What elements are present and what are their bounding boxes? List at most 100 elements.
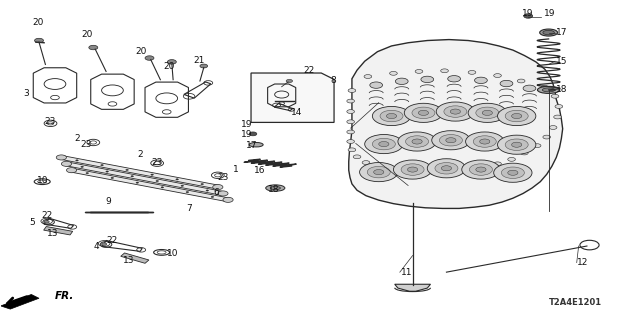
Circle shape (379, 141, 389, 147)
Text: 1: 1 (233, 165, 239, 174)
Circle shape (347, 130, 355, 134)
Polygon shape (65, 162, 224, 195)
Text: 13: 13 (47, 229, 59, 238)
Polygon shape (251, 73, 334, 123)
Circle shape (111, 177, 113, 179)
Text: 4: 4 (93, 242, 99, 251)
Polygon shape (121, 253, 149, 263)
Text: 8: 8 (330, 76, 335, 85)
Circle shape (493, 163, 532, 182)
Circle shape (156, 180, 159, 182)
Circle shape (286, 79, 292, 83)
Circle shape (412, 139, 422, 144)
Circle shape (440, 134, 463, 146)
Circle shape (520, 151, 528, 155)
Circle shape (497, 135, 536, 154)
Text: 22: 22 (41, 211, 52, 220)
Circle shape (406, 136, 429, 147)
Circle shape (442, 166, 452, 171)
Text: 14: 14 (291, 108, 302, 117)
Circle shape (415, 69, 423, 73)
Circle shape (555, 105, 563, 108)
Circle shape (473, 136, 496, 147)
Circle shape (364, 75, 372, 78)
Text: 7: 7 (186, 204, 192, 213)
Circle shape (435, 163, 458, 174)
Circle shape (201, 183, 204, 185)
Circle shape (517, 79, 525, 83)
Circle shape (200, 64, 207, 68)
Polygon shape (44, 227, 73, 235)
Text: 15: 15 (556, 57, 567, 66)
Text: 21: 21 (193, 56, 204, 65)
Circle shape (543, 135, 550, 139)
Circle shape (380, 110, 403, 122)
Circle shape (398, 132, 436, 151)
Polygon shape (395, 284, 431, 291)
Circle shape (347, 140, 355, 143)
Text: 20: 20 (81, 30, 93, 39)
Circle shape (441, 69, 449, 73)
Circle shape (145, 56, 154, 60)
Circle shape (430, 171, 438, 175)
Circle shape (511, 114, 522, 119)
Text: 23: 23 (80, 140, 92, 149)
Text: 2: 2 (137, 150, 143, 159)
Circle shape (151, 174, 154, 175)
Circle shape (408, 167, 418, 172)
Circle shape (428, 159, 466, 178)
Text: 22: 22 (303, 66, 314, 75)
Ellipse shape (542, 88, 555, 92)
Text: 16: 16 (253, 166, 265, 175)
Text: 13: 13 (123, 256, 134, 265)
Circle shape (168, 60, 176, 64)
Circle shape (432, 131, 470, 150)
Text: 2: 2 (74, 134, 80, 143)
Circle shape (35, 38, 44, 43)
Text: 5: 5 (29, 218, 35, 227)
Circle shape (508, 170, 518, 175)
Circle shape (106, 171, 108, 172)
Circle shape (511, 142, 522, 147)
Text: 10: 10 (36, 176, 48, 185)
Text: 6: 6 (214, 188, 220, 197)
Text: 18: 18 (556, 85, 567, 94)
Circle shape (412, 170, 420, 174)
Text: 18: 18 (268, 185, 280, 194)
Circle shape (347, 120, 355, 124)
Text: 12: 12 (577, 258, 589, 267)
Circle shape (508, 157, 515, 161)
Circle shape (181, 185, 184, 186)
Ellipse shape (538, 86, 560, 93)
Circle shape (370, 82, 383, 88)
Circle shape (549, 125, 557, 129)
Circle shape (56, 155, 67, 160)
Circle shape (396, 78, 408, 84)
Circle shape (541, 85, 548, 89)
Circle shape (51, 95, 60, 100)
Circle shape (126, 169, 129, 171)
Text: 20: 20 (32, 19, 44, 28)
Ellipse shape (540, 29, 557, 36)
Circle shape (468, 70, 476, 74)
Circle shape (372, 107, 411, 125)
Circle shape (468, 103, 506, 123)
Circle shape (44, 220, 49, 223)
Circle shape (479, 139, 490, 144)
Ellipse shape (270, 187, 280, 190)
Circle shape (186, 191, 189, 193)
Circle shape (551, 94, 559, 98)
Text: 9: 9 (105, 197, 111, 206)
Circle shape (67, 168, 77, 173)
Circle shape (476, 167, 486, 172)
Text: 23: 23 (217, 173, 228, 182)
Circle shape (466, 132, 504, 151)
Circle shape (374, 170, 384, 175)
Circle shape (347, 99, 355, 103)
Circle shape (348, 148, 356, 152)
Text: 10: 10 (168, 250, 179, 259)
Text: 23: 23 (152, 158, 163, 167)
Circle shape (448, 76, 461, 82)
Circle shape (353, 155, 361, 159)
Circle shape (505, 110, 528, 122)
